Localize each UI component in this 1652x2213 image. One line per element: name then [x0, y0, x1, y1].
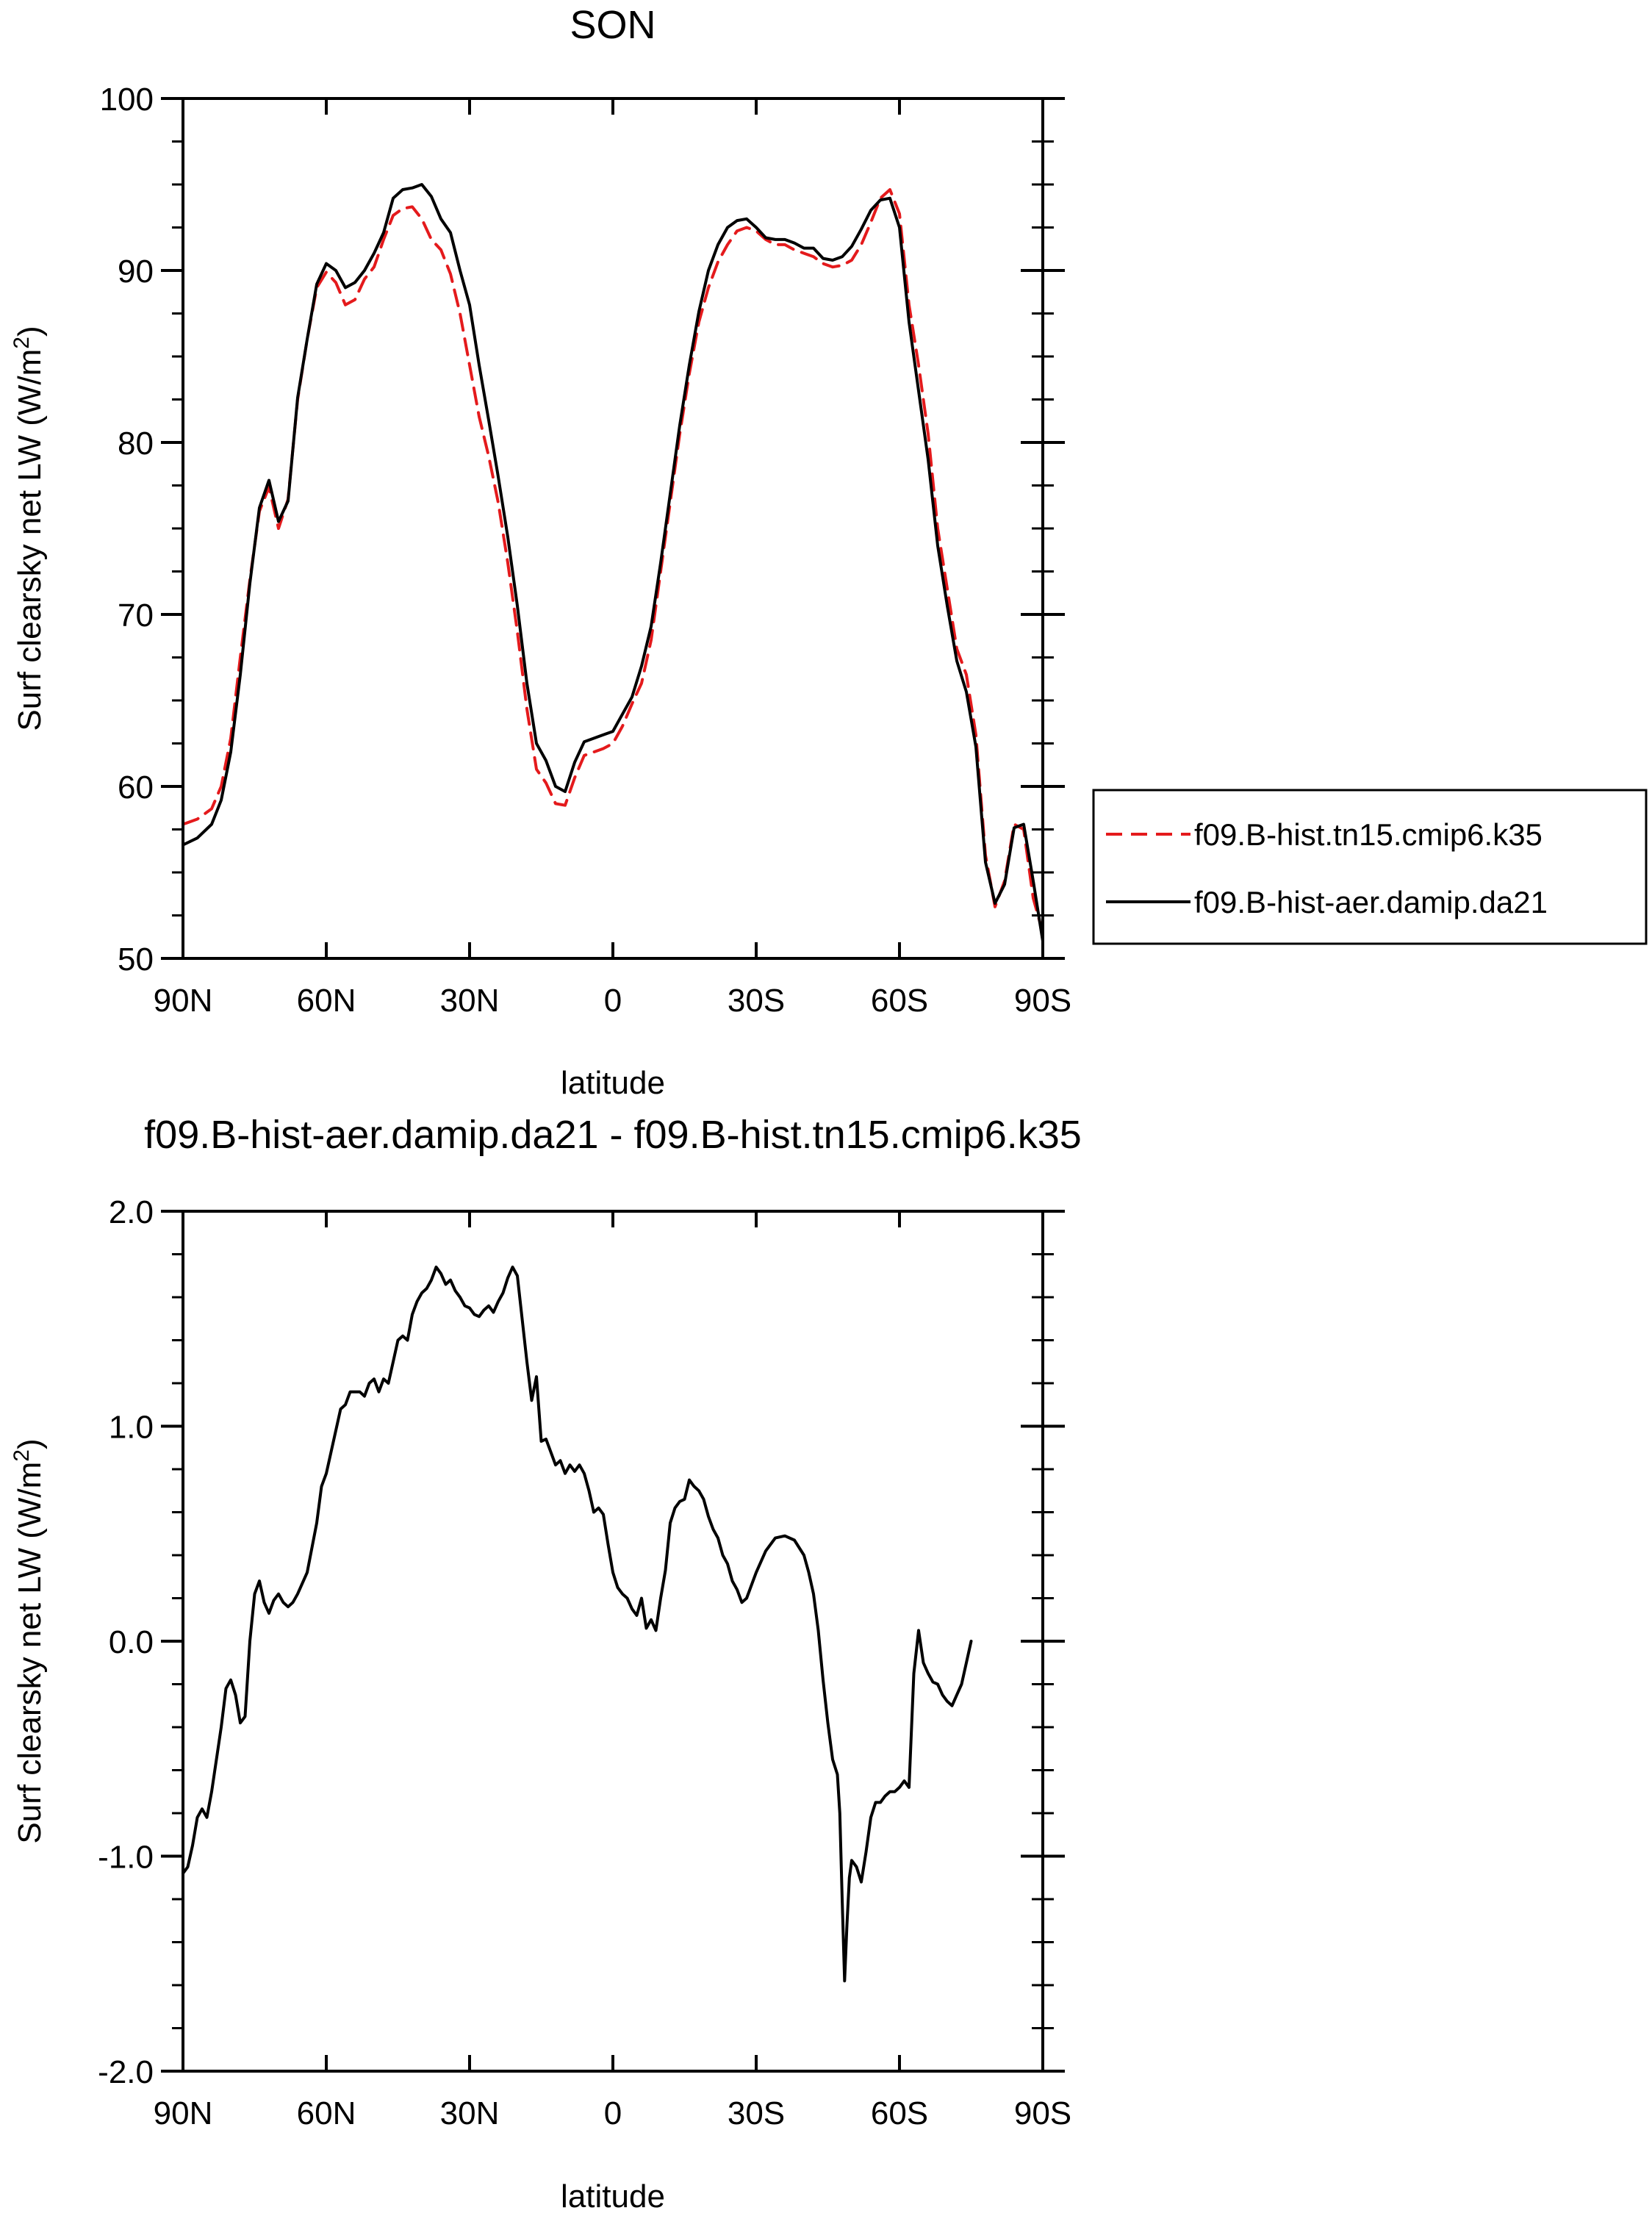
legend-box: [1092, 789, 1648, 945]
bottom-y-axis-title: Surf clearsky net LW (W/m2): [10, 1438, 48, 1843]
top-x-tick-label: 90S: [1014, 983, 1071, 1019]
legend-label-series-2: f09.B-hist-aer.damip.da21: [1194, 885, 1548, 919]
top-plot-frame: [182, 97, 1044, 960]
bottom-chart-title: f09.B-hist-aer.damip.da21 - f09.B-hist.t…: [144, 1113, 1082, 1157]
top-y-tick-label: 60: [118, 770, 154, 806]
top-y-tick-label: 90: [118, 254, 154, 290]
bottom-series-group: [182, 1266, 973, 1983]
bottom-x-axis-title: latitude: [561, 2178, 665, 2213]
bottom-y-tick-label: 1.0: [109, 1410, 154, 1446]
bottom-x-tick-label: 60N: [297, 2095, 356, 2131]
bottom-y-axis-title-superscript: 2: [10, 1449, 34, 1462]
top-x-tick-label: 0: [604, 983, 622, 1019]
bottom-y-tick-label: 2.0: [109, 1194, 154, 1230]
top-y-axis-title-superscript: 2: [10, 337, 34, 349]
bottom-panel: f09.B-hist-aer.damip.da21 - f09.B-hist.t…: [10, 1113, 1082, 2213]
top-chart-title: SON: [570, 3, 656, 47]
top-series-line-1: [182, 188, 1044, 934]
bottom-y-tick-label: -1.0: [98, 1840, 154, 1876]
legend: f09.B-hist.tn15.cmip6.k35 f09.B-hist-aer…: [1092, 789, 1648, 945]
bottom-x-tick-label: 90S: [1014, 2095, 1071, 2131]
top-x-tick-label: 90N: [154, 983, 213, 1019]
top-series-line-2: [182, 183, 1044, 943]
bottom-y-axis-title-suffix: ): [12, 1438, 48, 1449]
bottom-y-axis-title-main: Surf clearsky net LW (W/m: [12, 1462, 48, 1844]
top-x-axis-title: latitude: [561, 1065, 665, 1101]
top-x-tick-label: 30S: [728, 983, 785, 1019]
bottom-x-tick-label: 60S: [871, 2095, 928, 2131]
top-x-tick-label: 60S: [871, 983, 928, 1019]
bottom-plot-frame: [182, 1210, 1044, 2073]
top-x-tick-label: 30N: [440, 983, 500, 1019]
top-x-tick-label: 60N: [297, 983, 356, 1019]
bottom-x-tick-label: 30S: [728, 2095, 785, 2131]
bottom-series-line-1: [182, 1266, 973, 1983]
bottom-x-tick-label: 30N: [440, 2095, 500, 2131]
top-y-tick-label: 70: [118, 598, 154, 634]
top-panel: SON 90N 60N 30N 0 30S 60S 90S 100 90 80 70 60 50 lat…: [10, 3, 1648, 1101]
top-y-axis-title: Surf clearsky net LW (W/m2): [10, 326, 48, 731]
top-series-group: [182, 183, 1044, 943]
top-y-tick-label: 100: [100, 82, 154, 118]
bottom-y-tick-label: -2.0: [98, 2054, 154, 2090]
top-y-tick-label: 50: [118, 941, 154, 978]
bottom-x-tick-label: 90N: [154, 2095, 213, 2131]
top-y-axis-title-main: Surf clearsky net LW (W/m: [12, 349, 48, 731]
legend-label-series-1: f09.B-hist.tn15.cmip6.k35: [1194, 817, 1543, 852]
top-y-axis-title-suffix: ): [12, 326, 48, 337]
top-y-tick-label: 80: [118, 426, 154, 462]
top-tick-group: 90N 60N 30N 0 30S 60S 90S 100 90 80 70 60 50: [100, 82, 1072, 1019]
bottom-x-tick-label: 0: [604, 2095, 622, 2131]
bottom-y-tick-label: 0.0: [109, 1624, 154, 1660]
bottom-tick-group: 90N 60N 30N 0 30S 60S 90S 2.0 1.0 0.0 -1.0 -2.0: [98, 1194, 1071, 2131]
